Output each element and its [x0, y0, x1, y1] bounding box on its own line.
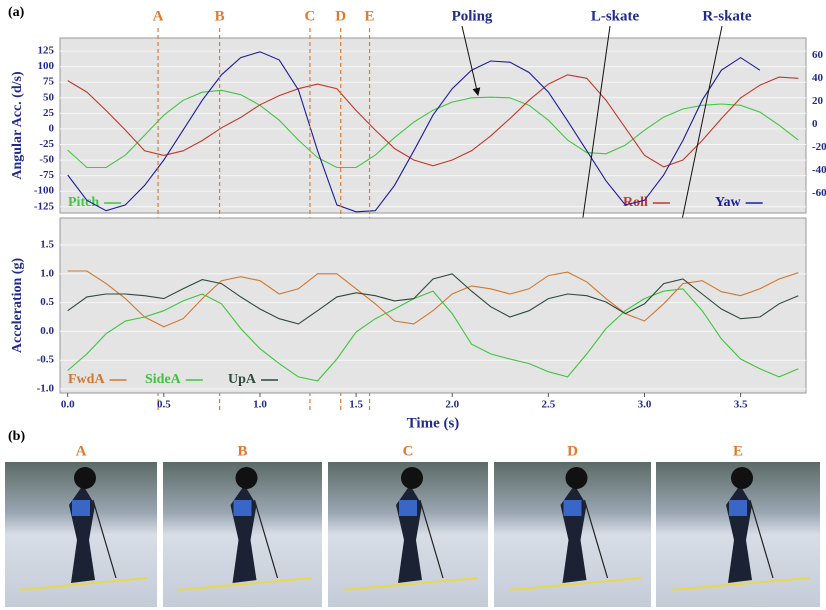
photo-label: D	[567, 443, 578, 459]
y-tick-label: 0.5	[40, 296, 54, 308]
pole	[749, 499, 774, 579]
y-tick-label: 0	[49, 122, 55, 134]
photo-label: C	[403, 443, 414, 459]
ski	[508, 577, 642, 591]
bib	[729, 500, 747, 516]
series-line	[67, 288, 799, 382]
plot-area	[59, 37, 807, 214]
pole	[92, 499, 117, 579]
bib	[233, 500, 252, 516]
annotation: Poling	[452, 8, 493, 24]
head-blur	[565, 467, 588, 489]
series-line	[67, 273, 799, 325]
y-tick-label: 125	[38, 45, 55, 57]
y-tick-label: -0.5	[37, 354, 55, 366]
y-tick-label: 1.5	[40, 239, 54, 251]
series-line	[67, 74, 799, 168]
event-label: A	[153, 8, 164, 24]
ski	[19, 577, 148, 591]
ski	[342, 577, 479, 591]
y-tick-label: -60	[812, 187, 826, 199]
legend-label: FwdA	[68, 372, 105, 387]
x-axis-label: Time (s)	[407, 415, 460, 431]
series-line	[67, 51, 761, 213]
legend-label: UpA	[228, 372, 257, 387]
pole	[583, 499, 609, 579]
legend-label: Pitch	[68, 195, 99, 210]
pole	[419, 499, 444, 579]
y-axis-label: Angular Acc. (d/s)	[10, 71, 25, 180]
y-tick-label: 75	[43, 76, 55, 88]
y-tick-label: 25	[43, 107, 55, 119]
y-tick-label: -50	[39, 154, 54, 166]
y-tick-label: 0	[812, 118, 818, 130]
photo-label: A	[76, 443, 87, 459]
panel-label: (a)	[8, 5, 25, 20]
head-blur	[74, 467, 96, 489]
y-tick-label: -1.0	[37, 383, 55, 395]
event-label: D	[335, 8, 346, 24]
y-tick-label: 50	[43, 91, 55, 103]
photo-label: B	[237, 443, 247, 459]
y-tick-label: -25	[39, 138, 54, 150]
x-tick-label: 2.5	[541, 399, 555, 411]
annotation: R-skate	[702, 8, 752, 24]
bib	[72, 500, 90, 516]
y-tick-label: 60	[812, 49, 824, 61]
ski	[670, 577, 811, 591]
x-tick-label: 3.0	[638, 399, 652, 411]
y-tick-label: -75	[39, 169, 54, 181]
x-tick-label: 3.5	[734, 399, 748, 411]
y-axis-label: Acceleration (g)	[10, 258, 25, 354]
legend-label: Yaw	[715, 195, 742, 210]
pole	[253, 499, 279, 579]
bib	[399, 500, 417, 516]
bib	[563, 500, 582, 516]
ski	[177, 577, 313, 591]
y-tick-label: -125	[34, 200, 55, 212]
y-tick-label: 1.0	[40, 267, 54, 279]
x-tick-label: 0.0	[61, 399, 75, 411]
x-tick-label: 1.0	[253, 399, 267, 411]
y-tick-label: 20	[812, 95, 824, 107]
y-tick-label: -20	[812, 141, 826, 153]
series-line	[67, 89, 799, 169]
series-line	[67, 270, 799, 328]
plot-area	[59, 217, 807, 394]
annotation-arrow	[461, 25, 481, 96]
y-tick-label: 0.0	[40, 325, 54, 337]
photo-label: E	[733, 443, 743, 459]
legend-label: SideA	[145, 372, 182, 387]
annotation: L-skate	[591, 8, 640, 24]
x-tick-label: 2.0	[445, 399, 459, 411]
event-label: E	[365, 8, 375, 24]
event-label: B	[215, 8, 225, 24]
y-tick-label: 100	[38, 60, 55, 72]
y-tick-label: -100	[34, 185, 55, 197]
panel-label: (b)	[8, 429, 25, 444]
x-tick-label: 0.5	[157, 399, 171, 411]
head-blur	[401, 467, 423, 489]
x-tick-label: 1.5	[349, 399, 363, 411]
head-blur	[235, 467, 258, 489]
y-tick-label: 40	[812, 72, 824, 84]
event-label: C	[305, 8, 316, 24]
head-blur	[731, 467, 753, 489]
y-tick-label: -40	[812, 164, 826, 176]
